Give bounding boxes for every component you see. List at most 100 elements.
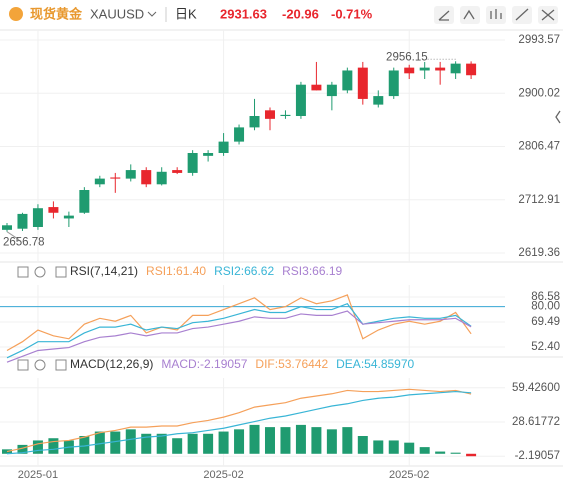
histogram-bar bbox=[32, 440, 43, 454]
candle-body bbox=[357, 67, 368, 99]
histogram-bar bbox=[357, 436, 368, 454]
candle-body bbox=[404, 67, 415, 74]
histogram-bar bbox=[218, 431, 229, 454]
candle-body bbox=[466, 63, 477, 76]
candle-body bbox=[79, 189, 90, 213]
candle-body bbox=[17, 213, 28, 229]
candle-body bbox=[94, 178, 105, 185]
line-series bbox=[6, 390, 472, 455]
x-tick-label: 2025-02 bbox=[203, 469, 243, 481]
line-series bbox=[6, 302, 472, 359]
candle-body bbox=[156, 171, 167, 185]
histogram-bar bbox=[17, 444, 28, 454]
collapse-arrow[interactable] bbox=[555, 110, 561, 124]
line-series bbox=[6, 294, 472, 351]
histogram-bar bbox=[249, 424, 260, 454]
y-tick-label: 59.42600 bbox=[512, 382, 560, 394]
indicator-icon bbox=[490, 9, 502, 19]
visibility-icon bbox=[17, 266, 29, 278]
candle-body bbox=[110, 177, 121, 179]
candle-body bbox=[203, 153, 214, 156]
histogram-bar bbox=[94, 431, 105, 454]
histogram-bar bbox=[388, 440, 399, 454]
candle-body bbox=[249, 116, 260, 128]
x-tick-label: 2025-01 bbox=[18, 469, 58, 481]
visibility-icon bbox=[17, 359, 29, 371]
logo bbox=[9, 7, 23, 21]
annotation-leader bbox=[6, 231, 20, 241]
line-series bbox=[6, 388, 472, 453]
expand-icon bbox=[515, 8, 529, 21]
candle-body bbox=[326, 84, 337, 97]
tools-icon bbox=[463, 9, 475, 20]
histogram-bar bbox=[234, 429, 245, 454]
change-pct: -0.71% bbox=[331, 6, 373, 21]
candle-body bbox=[373, 96, 384, 105]
candle-body bbox=[125, 170, 136, 179]
y-tick-label: 2993.57 bbox=[518, 34, 560, 46]
draw-icon bbox=[438, 10, 450, 21]
candle-body bbox=[419, 67, 430, 71]
symbol[interactable]: XAUUSD bbox=[90, 6, 144, 21]
histogram-bar bbox=[435, 451, 446, 454]
x-tick-label: 2025-02 bbox=[389, 469, 429, 481]
legend-entry: DIF:53.76442 bbox=[255, 357, 328, 371]
title: 现货黄金 bbox=[30, 6, 83, 21]
legend-entry: MACD:-2.19057 bbox=[161, 357, 247, 371]
annotation: 2656.78 bbox=[3, 237, 45, 249]
candle-body bbox=[48, 207, 59, 213]
candle-body bbox=[311, 84, 322, 91]
candle-body bbox=[218, 141, 229, 154]
annotation: 2956.15 bbox=[386, 51, 428, 63]
candle-body bbox=[342, 70, 353, 91]
y-tick-label: 2619.36 bbox=[518, 247, 560, 259]
y-tick-label: 80.00 bbox=[531, 301, 560, 313]
histogram-bar bbox=[280, 427, 291, 454]
fullscreen-icon bbox=[541, 9, 555, 21]
candle-body bbox=[2, 225, 12, 230]
y-tick-label: 52.40 bbox=[531, 341, 560, 353]
legend-entry: DEA:54.85970 bbox=[336, 357, 414, 371]
legend-entry: RSI2:66.62 bbox=[214, 264, 274, 278]
candle-body bbox=[435, 67, 446, 71]
histogram-bar bbox=[311, 427, 322, 454]
price: 2931.63 bbox=[220, 6, 267, 21]
candle-body bbox=[32, 208, 43, 227]
candle-body bbox=[234, 127, 245, 142]
checkbox-icon bbox=[55, 266, 67, 278]
indicator-label: MACD(12,26,9) bbox=[70, 357, 153, 371]
candle-body bbox=[172, 170, 183, 173]
histogram-bar bbox=[450, 452, 461, 454]
y-tick-label: 86.58 bbox=[531, 291, 560, 303]
tools-button[interactable] bbox=[460, 6, 480, 24]
candle-body bbox=[264, 110, 275, 119]
histogram-bar bbox=[79, 436, 90, 454]
legend-entry: RSI3:66.19 bbox=[282, 264, 342, 278]
checkbox-icon bbox=[55, 359, 67, 371]
histogram-bar bbox=[172, 438, 183, 454]
settings-icon[interactable] bbox=[34, 359, 46, 371]
histogram-bar bbox=[110, 431, 121, 454]
histogram-bar bbox=[264, 427, 275, 454]
candle-body bbox=[63, 215, 74, 219]
candle-body bbox=[141, 170, 152, 185]
y-tick-label: 28.61772 bbox=[512, 416, 560, 428]
legend-entry: RSI1:61.40 bbox=[146, 264, 206, 278]
candle-body bbox=[388, 70, 399, 97]
period[interactable]: 日K bbox=[175, 6, 197, 21]
y-tick-label: 69.49 bbox=[531, 316, 560, 328]
settings-icon[interactable] bbox=[34, 266, 46, 278]
change: -20.96 bbox=[282, 6, 319, 21]
histogram-bar bbox=[466, 453, 477, 457]
dropdown-icon[interactable] bbox=[147, 11, 157, 17]
indicator-label: RSI(7,14,21) bbox=[70, 264, 138, 278]
histogram-bar bbox=[48, 438, 59, 454]
y-tick-label: 2806.47 bbox=[518, 141, 560, 153]
histogram-bar bbox=[373, 440, 384, 454]
histogram-bar bbox=[141, 433, 152, 454]
y-tick-label: -2.19057 bbox=[515, 450, 560, 462]
candle-body bbox=[295, 84, 306, 117]
histogram-bar bbox=[342, 427, 353, 454]
y-tick-label: 2900.02 bbox=[518, 87, 560, 99]
